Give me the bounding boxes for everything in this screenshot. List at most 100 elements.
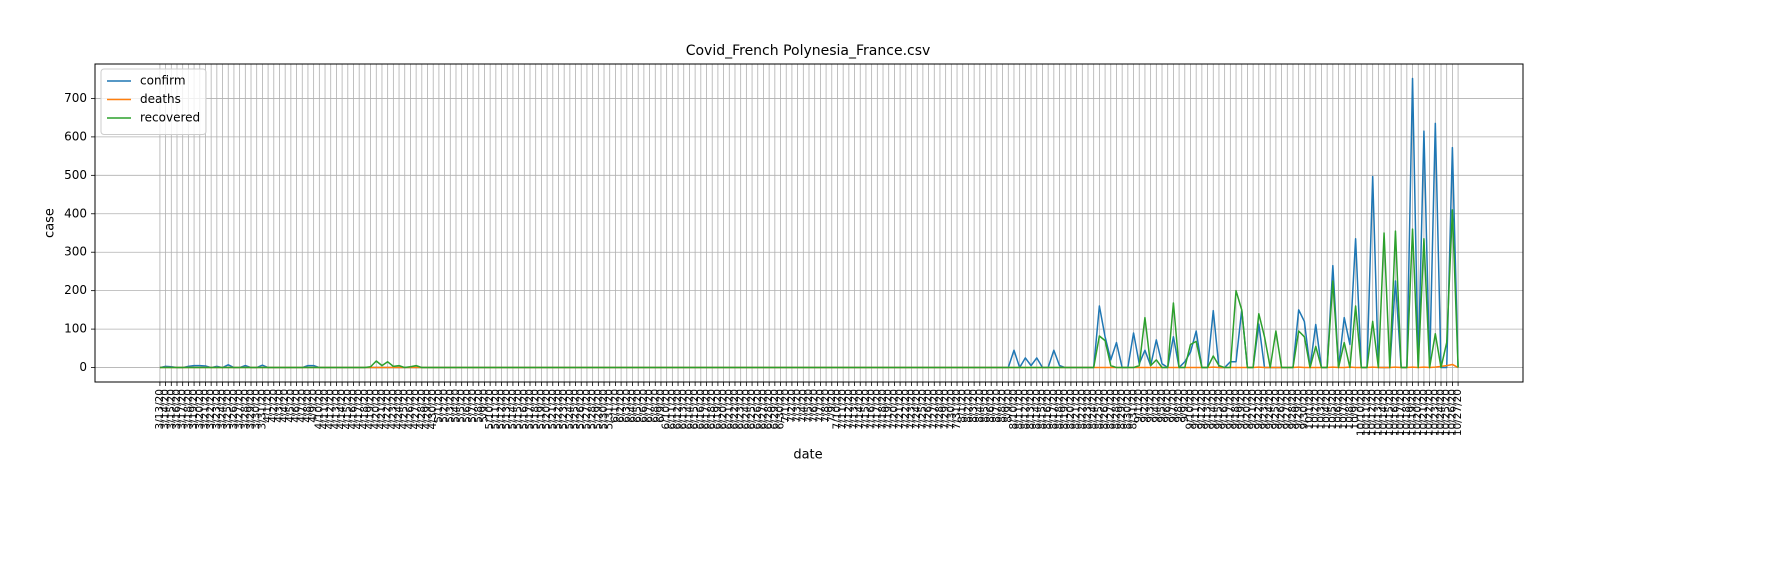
x-tick-label: 4/2/20	[268, 389, 280, 423]
x-tick-label: 10/14/20	[1378, 389, 1390, 436]
x-tick-label: 9/24/20	[1264, 389, 1276, 429]
x-tick-label: 5/23/20	[558, 389, 570, 429]
x-tick-label: 5/31/20	[604, 389, 616, 429]
x-tick-label: 9/18/20	[1230, 389, 1242, 429]
x-tick-label: 6/8/20	[649, 389, 661, 423]
x-tick-label: 8/30/20	[1122, 389, 1134, 429]
x-tick-label: 10/13/20	[1372, 389, 1384, 436]
x-tick-label: 6/24/20	[740, 389, 752, 429]
y-tick-label: 300	[64, 245, 87, 259]
lines	[159, 77, 1459, 369]
x-tick-label: 9/20/20	[1241, 389, 1253, 429]
x-tick-label: 9/7/20	[1167, 389, 1179, 423]
x-tick-label: 9/25/20	[1270, 389, 1282, 429]
x-tick-label: 9/26/20	[1276, 389, 1288, 429]
x-tick-label: 6/19/20	[712, 389, 724, 429]
x-tick-label: 8/16/20	[1042, 389, 1054, 429]
x-tick-label: 9/2/20	[1139, 389, 1151, 423]
x-tick-label: 4/9/20	[308, 389, 320, 423]
x-tick-label: 3/25/20	[222, 389, 234, 429]
x-tick-label: 4/6/20	[291, 389, 303, 423]
x-tick-label: 9/23/20	[1259, 389, 1271, 429]
x-tick-label: 9/8/20	[1173, 389, 1185, 423]
x-tick-label: 8/31/20	[1128, 389, 1140, 429]
x-tick-label: 4/12/20	[325, 389, 337, 429]
x-tick-label: 7/1/20	[780, 389, 792, 423]
x-tick-label: 4/21/20	[376, 389, 388, 429]
x-tick-label: 7/4/20	[797, 389, 809, 423]
x-tick-label: 10/27/20	[1452, 389, 1464, 436]
x-tick-label: 9/3/20	[1145, 389, 1157, 423]
x-tick-label: 10/7/20	[1338, 389, 1350, 429]
x-tick-label: 8/23/20	[1082, 389, 1094, 429]
x-tick-label: 7/14/20	[854, 389, 866, 429]
y-tick-label: 0	[79, 360, 87, 374]
x-tick-label: 7/27/20	[928, 389, 940, 429]
x-tick-label: 6/4/20	[626, 389, 638, 423]
x-tick-label: 7/26/20	[923, 389, 935, 429]
x-tick-label: 7/24/20	[911, 389, 923, 429]
x-tick-label: 8/29/20	[1116, 389, 1128, 429]
x-tick-label: 8/14/20	[1031, 389, 1043, 429]
x-tick-label: 10/22/20	[1424, 389, 1436, 436]
x-tick-label: 10/2/20	[1310, 389, 1322, 429]
y-tick-label: 600	[64, 129, 87, 143]
x-tick-label: 5/4/20	[450, 389, 462, 423]
x-tick-label: 5/3/20	[444, 389, 456, 423]
x-tick-label: 6/28/20	[763, 389, 775, 429]
x-tick-label: 3/22/20	[205, 389, 217, 429]
x-tick-label: 8/25/20	[1093, 389, 1105, 429]
x-tick-label: 5/16/20	[518, 389, 530, 429]
x-tick-label: 9/30/20	[1298, 389, 1310, 429]
x-tick-label: 8/7/20	[991, 389, 1003, 423]
x-tick-label: 5/30/20	[598, 389, 610, 429]
x-tick-label: 7/23/20	[905, 389, 917, 429]
x-tick-label: 6/10/20	[661, 389, 673, 429]
x-tick-label: 10/20/20	[1412, 389, 1424, 436]
x-tick-label: 8/11/20	[1014, 389, 1026, 429]
x-tick-label: 5/19/20	[535, 389, 547, 429]
x-tick-label: 5/6/20	[461, 389, 473, 423]
x-tick-label: 4/8/20	[302, 389, 314, 423]
x-tick-label: 10/3/20	[1315, 389, 1327, 429]
x-tick-label: 9/17/20	[1224, 389, 1236, 429]
x-tick-label: 8/1/20	[957, 389, 969, 423]
x-tick-label: 10/11/20	[1361, 389, 1373, 436]
x-tick-label: 9/19/20	[1236, 389, 1248, 429]
x-tick-label: 5/8/20	[473, 389, 485, 423]
x-tick-label: 5/5/20	[456, 389, 468, 423]
x-tick-label: 8/27/20	[1105, 389, 1117, 429]
y-axis-label: case	[43, 208, 58, 238]
x-tick-label: 10/16/20	[1389, 389, 1401, 436]
x-tick-label: 4/30/20	[427, 389, 439, 429]
x-tick-label: 7/9/20	[826, 389, 838, 423]
x-tick-label: 10/23/20	[1429, 389, 1441, 436]
x-tick-label: 6/9/20	[655, 389, 667, 423]
x-tick-label: 3/31/20	[256, 389, 268, 429]
x-tick-label: 3/24/20	[217, 389, 229, 429]
x-tick-label: 10/15/20	[1384, 389, 1396, 436]
x-tick-label: 6/14/20	[683, 389, 695, 429]
x-tick-label: 6/30/20	[775, 389, 787, 429]
x-tick-label: 8/15/20	[1036, 389, 1048, 429]
x-tick-label: 7/16/20	[866, 389, 878, 429]
x-tick-label: 6/2/20	[615, 389, 627, 423]
x-tick-label: 9/10/20	[1184, 389, 1196, 429]
x-tick-label: 5/25/20	[570, 389, 582, 429]
x-tick-label: 10/5/20	[1327, 389, 1339, 429]
x-tick-label: 9/4/20	[1150, 389, 1162, 423]
x-tick-label: 5/13/20	[501, 389, 513, 429]
x-tick-label: 9/5/20	[1156, 389, 1168, 423]
x-tick-label: 8/17/20	[1048, 389, 1060, 429]
x-tick-label: 6/25/20	[746, 389, 758, 429]
x-tick-label: 6/21/20	[723, 389, 735, 429]
x-tick-label: 9/28/20	[1287, 389, 1299, 429]
x-tick-label: 9/16/20	[1219, 389, 1231, 429]
y-tick-label: 500	[64, 168, 87, 182]
x-tick-label: 10/6/20	[1333, 389, 1345, 429]
x-tick-label: 6/27/20	[757, 389, 769, 429]
x-tick-label: 7/17/20	[871, 389, 883, 429]
x-tick-label: 8/8/20	[997, 389, 1009, 423]
x-tick-label: 10/12/20	[1367, 389, 1379, 436]
x-tick-label: 7/2/20	[786, 389, 798, 423]
